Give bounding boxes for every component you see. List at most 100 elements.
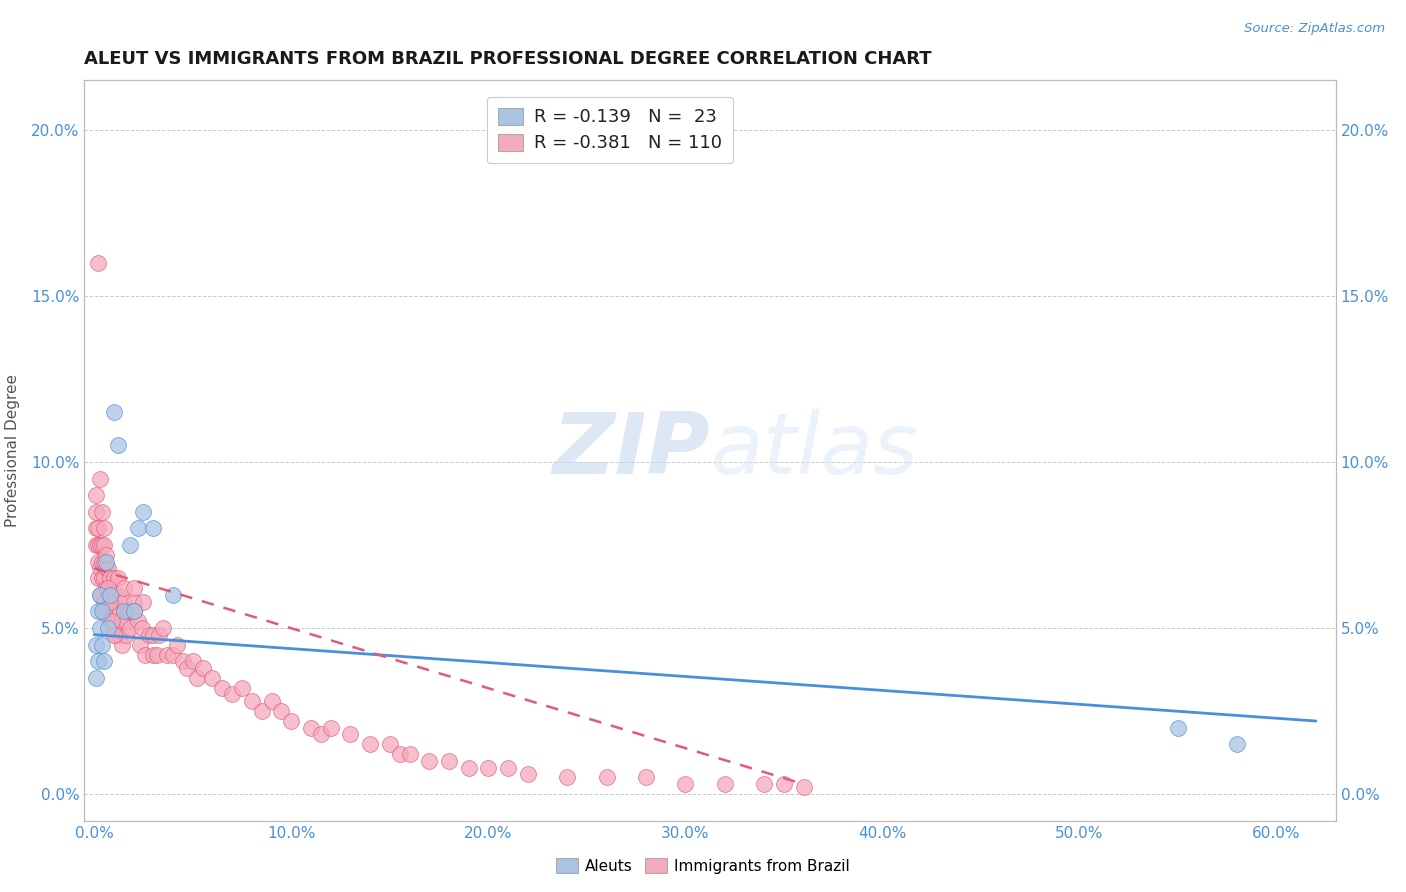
Point xyxy=(134,648,156,662)
Point xyxy=(673,777,696,791)
Point xyxy=(107,571,129,585)
Point xyxy=(103,571,125,585)
Point xyxy=(111,638,134,652)
Point xyxy=(93,571,115,585)
Point xyxy=(94,555,117,569)
Point xyxy=(103,588,125,602)
Text: Source: ZipAtlas.com: Source: ZipAtlas.com xyxy=(1244,22,1385,36)
Point xyxy=(103,615,125,629)
Legend: R = -0.139   N =  23, R = -0.381   N = 110: R = -0.139 N = 23, R = -0.381 N = 110 xyxy=(486,96,733,163)
Point xyxy=(91,538,114,552)
Point xyxy=(156,648,179,662)
Point xyxy=(201,671,224,685)
Point xyxy=(114,628,136,642)
Point xyxy=(101,594,124,608)
Point xyxy=(122,605,145,619)
Point xyxy=(111,615,134,629)
Point xyxy=(97,561,120,575)
Point xyxy=(714,777,737,791)
Point xyxy=(112,594,135,608)
Text: atlas: atlas xyxy=(710,409,918,492)
Point xyxy=(108,605,131,619)
Point xyxy=(595,771,617,785)
Point xyxy=(122,594,145,608)
Point xyxy=(103,405,125,419)
Point xyxy=(437,754,460,768)
Point xyxy=(107,588,129,602)
Point xyxy=(186,671,208,685)
Point xyxy=(270,704,292,718)
Point xyxy=(118,605,141,619)
Point xyxy=(84,638,107,652)
Point xyxy=(107,438,129,452)
Point xyxy=(91,571,114,585)
Point xyxy=(87,256,110,270)
Point xyxy=(231,681,253,695)
Point xyxy=(91,505,114,519)
Point xyxy=(359,737,381,751)
Point xyxy=(211,681,233,695)
Point xyxy=(94,548,117,562)
Point xyxy=(87,521,110,535)
Point xyxy=(418,754,440,768)
Point xyxy=(114,615,136,629)
Point xyxy=(97,581,120,595)
Text: ALEUT VS IMMIGRANTS FROM BRAZIL PROFESSIONAL DEGREE CORRELATION CHART: ALEUT VS IMMIGRANTS FROM BRAZIL PROFESSI… xyxy=(84,50,932,68)
Point xyxy=(299,721,322,735)
Point xyxy=(142,648,165,662)
Point xyxy=(240,694,263,708)
Point xyxy=(166,638,188,652)
Point xyxy=(138,628,160,642)
Point xyxy=(773,777,796,791)
Point xyxy=(457,760,479,774)
Point xyxy=(94,581,117,595)
Point xyxy=(128,638,150,652)
Point xyxy=(84,488,107,502)
Point xyxy=(152,621,174,635)
Point xyxy=(162,648,184,662)
Text: ZIP: ZIP xyxy=(553,409,710,492)
Point xyxy=(87,555,110,569)
Point xyxy=(132,505,155,519)
Point xyxy=(87,571,110,585)
Y-axis label: Professional Degree: Professional Degree xyxy=(6,374,20,527)
Point xyxy=(181,654,204,668)
Point xyxy=(477,760,499,774)
Point xyxy=(260,694,283,708)
Point xyxy=(97,605,120,619)
Point xyxy=(191,661,214,675)
Point xyxy=(1167,721,1189,735)
Point xyxy=(496,760,519,774)
Point xyxy=(132,594,155,608)
Point xyxy=(104,605,127,619)
Point xyxy=(176,661,198,675)
Point xyxy=(117,605,139,619)
Point xyxy=(378,737,401,751)
Point xyxy=(98,571,121,585)
Point xyxy=(98,615,121,629)
Point xyxy=(89,588,111,602)
Point xyxy=(84,538,107,552)
Point xyxy=(122,605,145,619)
Point xyxy=(754,777,776,791)
Point xyxy=(97,588,120,602)
Point xyxy=(93,521,115,535)
Point xyxy=(94,561,117,575)
Point xyxy=(84,521,107,535)
Point xyxy=(98,594,121,608)
Point xyxy=(108,628,131,642)
Point xyxy=(221,688,243,702)
Point xyxy=(89,621,111,635)
Point xyxy=(87,605,110,619)
Point xyxy=(89,561,111,575)
Point xyxy=(103,628,125,642)
Point xyxy=(101,621,124,635)
Point xyxy=(89,538,111,552)
Point xyxy=(118,621,141,635)
Point xyxy=(84,671,107,685)
Point xyxy=(93,538,115,552)
Point xyxy=(127,521,149,535)
Point xyxy=(98,594,121,608)
Point xyxy=(280,714,302,728)
Point xyxy=(146,648,169,662)
